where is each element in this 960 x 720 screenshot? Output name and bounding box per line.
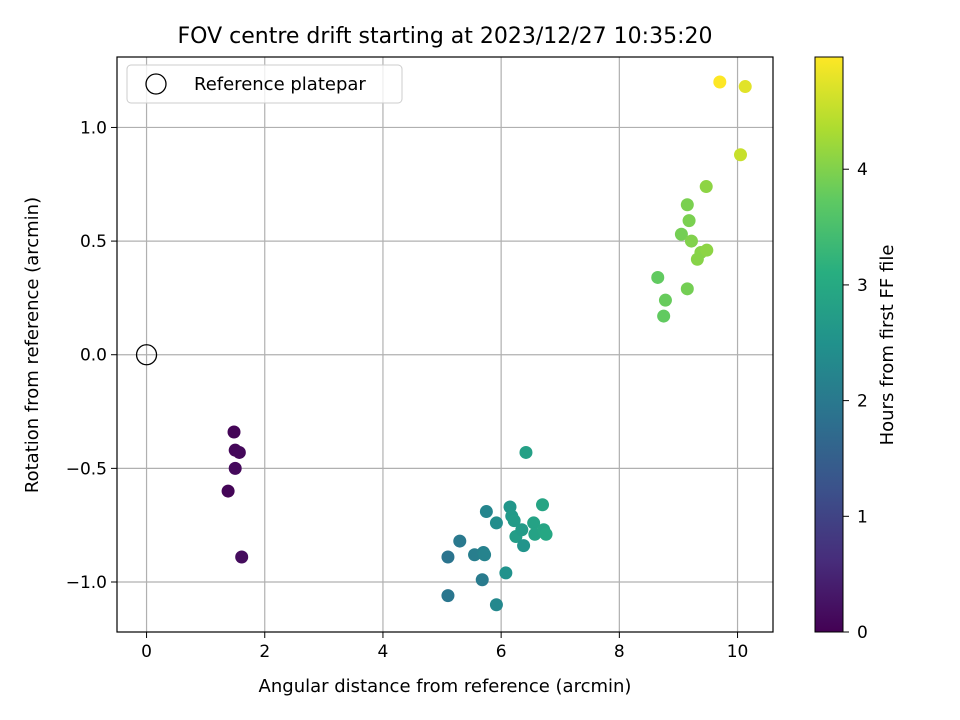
data-point-30 [658,293,672,307]
legend-reference-marker [145,73,167,95]
data-point-11 [478,548,492,562]
y-tick-label: 1.0 [80,118,107,138]
data-point-31 [657,309,671,323]
reference-platepar-marker [135,344,158,366]
x-tick-label: 8 [614,642,625,662]
plot-area [116,56,774,633]
data-point-24 [527,516,541,530]
x-axis-ticks: 0 2 4 6 8 10 [141,632,748,662]
data-point-35 [682,214,696,228]
data-point-7 [441,589,455,603]
data-point-33 [680,198,694,212]
y-axis-ticks: −1.0 −0.5 0.0 0.5 1.0 [66,118,117,593]
legend-box [126,64,403,104]
data-point-36 [684,234,698,248]
data-point-28 [539,527,553,541]
data-point-8 [453,534,467,548]
data-point-14 [489,516,503,530]
x-tick-label: 0 [141,642,152,662]
colorbar-tick-label: 4 [857,160,868,180]
data-point-2 [232,445,246,459]
data-point-42 [713,75,727,89]
y-tick-label: 0.5 [80,232,107,252]
y-tick-label: −1.0 [66,573,107,593]
colorbar-gradient [814,56,844,633]
colorbar-tick-label: 1 [857,507,868,527]
data-point-26 [536,498,550,512]
x-tick-label: 2 [259,642,270,662]
data-point-32 [674,227,688,241]
data-point-21 [515,523,529,537]
x-axis-label: Angular distance from reference (arcmin) [259,676,632,697]
data-point-15 [489,598,503,612]
colorbar: 0 1 2 3 4 Hours from first FF file [814,56,898,643]
legend-reference-label: Reference platepar [194,74,366,95]
colorbar-tick-label: 2 [857,392,868,412]
legend: Reference platepar [126,64,403,104]
data-point-16 [499,566,513,580]
data-point-39 [699,180,713,194]
data-point-12 [475,573,489,587]
y-tick-label: 0.0 [80,346,107,366]
y-axis-label: Rotation from reference (arcmin) [22,197,43,493]
scatter-points [221,75,752,612]
colorbar-tick-label: 0 [857,623,868,643]
chart-title: FOV centre drift starting at 2023/12/27 … [178,24,713,49]
grid-lines [117,57,773,632]
data-point-19 [507,514,521,528]
y-tick-label: −0.5 [66,459,107,479]
data-point-3 [228,461,242,475]
data-point-6 [441,550,455,564]
data-point-41 [733,148,747,162]
plot-frame [116,56,774,633]
reference-marker-layer [135,344,158,366]
data-point-0 [227,425,241,439]
data-point-22 [517,539,531,553]
data-point-13 [479,505,493,519]
colorbar-tick-label: 3 [857,276,868,296]
x-tick-label: 6 [496,642,507,662]
data-point-43 [738,80,752,94]
data-point-34 [680,282,694,296]
data-point-29 [651,270,665,284]
x-tick-label: 10 [727,642,749,662]
colorbar-ticks: 0 1 2 3 4 [843,160,868,643]
colorbar-label: Hours from first FF file [877,245,898,446]
data-point-40 [700,243,714,257]
data-point-5 [235,550,249,564]
data-point-23 [519,445,533,459]
x-tick-label: 4 [378,642,389,662]
data-point-4 [221,484,235,498]
